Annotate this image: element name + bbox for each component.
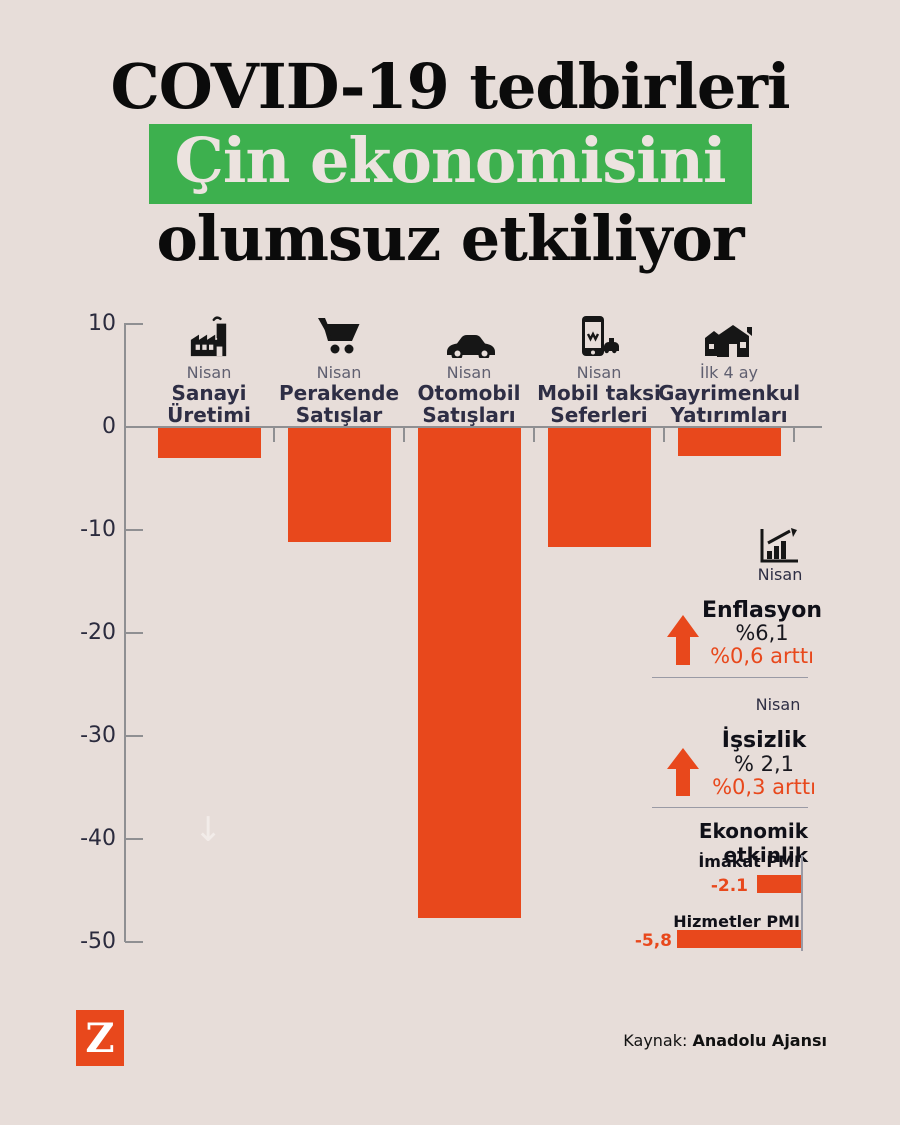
bar-gayrimenkul <box>677 428 781 456</box>
up-arrow-icon <box>667 615 699 669</box>
category-period: Nisan <box>576 363 622 382</box>
title-line-1: COVID-19 tedbirleri <box>110 50 790 123</box>
category-period: Nisan <box>446 363 492 382</box>
stat-change-enflasyon: %0,6 arttı <box>710 644 814 668</box>
category-gayrimenkul: İlk 4 ay Gayrimenkul Yatırımları <box>649 312 809 426</box>
bar-sanayi-uretimi <box>157 428 261 458</box>
category-period: İlk 4 ay <box>699 363 759 382</box>
y-tick-label: -40 <box>80 825 116 851</box>
category-perakende-satislar: Nisan Perakende Satışlar <box>259 312 419 426</box>
category-otomobil-satislari: Nisan Otomobil Satışları <box>389 312 549 426</box>
y-tick-mark <box>125 734 143 737</box>
title-line-3: olumsuz etkiliyor <box>156 202 744 275</box>
y-tick-label: -20 <box>80 619 116 645</box>
pmi-bar-imakat <box>756 875 802 893</box>
factory-icon <box>129 312 289 358</box>
chart-rise-icon <box>760 527 800 567</box>
category-name: Sanayi Üretimi <box>167 381 251 427</box>
stat-value-enflasyon: %6,1 <box>735 621 789 645</box>
bar-otomobil-satislari <box>417 428 521 918</box>
bar-mobil-taksi <box>547 428 651 548</box>
separator <box>652 807 808 808</box>
pmi-axis-line <box>801 855 803 951</box>
x-tick-mark <box>533 427 535 442</box>
category-mobil-taksi: Nisan Mobil taksi Seferleri <box>519 312 679 426</box>
title-line-2-highlight: Çin ekonomisini <box>148 124 752 204</box>
y-tick-mark <box>125 631 143 634</box>
y-tick-label: 0 <box>102 414 116 439</box>
pmi-value-imakat: -2.1 <box>710 876 748 896</box>
activity-heading: Ekonomik etkinlik <box>698 819 808 867</box>
source-label: Kaynak: <box>623 1031 693 1050</box>
stat-label-enflasyon: Enflasyon <box>701 598 823 623</box>
down-arrow-watermark: ↓ <box>194 810 223 850</box>
stat-value-issizlik: % 2,1 <box>733 752 795 776</box>
stat-period: Nisan <box>755 695 801 714</box>
category-period: Nisan <box>316 363 362 382</box>
zero-baseline <box>124 426 822 428</box>
category-name: Mobil taksi Seferleri <box>537 381 661 427</box>
y-tick-mark <box>125 940 143 943</box>
pmi-label-hizmetler: Hizmetler PMI <box>673 912 800 931</box>
x-tick-mark <box>793 427 795 442</box>
shopping-cart-icon <box>259 312 419 358</box>
category-period: Nisan <box>186 363 232 382</box>
x-tick-mark <box>663 427 665 442</box>
car-icon <box>389 312 549 358</box>
y-tick-label: -30 <box>80 722 116 748</box>
pmi-value-hizmetler: -5,8 <box>634 931 672 951</box>
y-tick-mark <box>125 837 143 840</box>
y-tick-mark <box>125 528 143 531</box>
y-tick-mark <box>125 323 143 326</box>
stat-period: Nisan <box>757 565 803 584</box>
category-name: Gayrimenkul Yatırımları <box>657 381 801 427</box>
source-credit: Kaynak: Anadolu Ajansı <box>623 1031 827 1050</box>
y-tick-label: -10 <box>80 516 116 542</box>
phone-taxi-icon <box>519 312 679 358</box>
up-arrow-icon <box>667 748 699 800</box>
stat-label-issizlik: İşsizlik <box>721 728 807 753</box>
category-name: Otomobil Satışları <box>417 381 521 427</box>
category-name: Perakende Satışlar <box>278 381 400 427</box>
y-tick-label: 10 <box>88 311 116 337</box>
pmi-label-imakat: İmakat PMI <box>698 852 800 871</box>
source-name: Anadolu Ajansı <box>692 1031 827 1050</box>
pmi-bar-hizmetler <box>677 930 802 948</box>
title-block: COVID-19 tedbirleri Çin ekonomisini olum… <box>0 52 900 274</box>
x-tick-mark <box>273 427 275 442</box>
brand-logo-letter: Z <box>85 1014 115 1062</box>
x-tick-mark <box>403 427 405 442</box>
houses-icon <box>649 312 809 358</box>
brand-logo: Z <box>76 1010 124 1066</box>
bar-perakende-satislar <box>287 428 391 543</box>
separator <box>652 677 808 678</box>
stat-change-issizlik: %0,3 arttı <box>712 775 816 799</box>
category-sanayi-uretimi: Nisan Sanayi Üretimi <box>129 312 289 426</box>
y-tick-label: -50 <box>80 928 116 954</box>
